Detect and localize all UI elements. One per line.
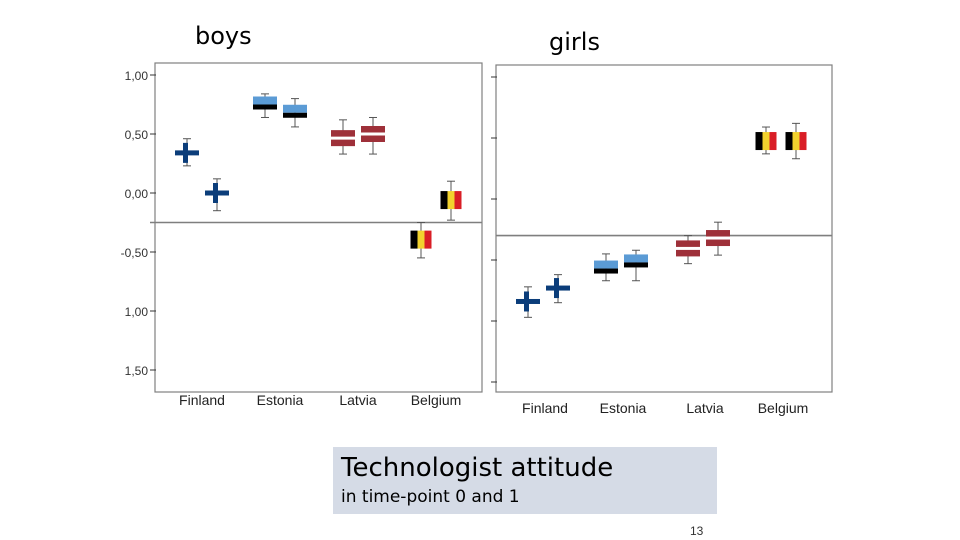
girls-box-estonia-t0-flag-black <box>594 268 618 274</box>
girls-box-estonia-t1-flag-black <box>624 262 648 268</box>
boys-box-belgium-t0-flag-yellow <box>417 230 425 249</box>
boys-box-estonia-t0-flag-black <box>253 104 277 110</box>
girls-x-label-latvia: Latvia <box>686 400 724 416</box>
girls-box-belgium-t0 <box>755 126 777 155</box>
girls-plot-frame <box>495 64 833 393</box>
caption-subtitle: in time-point 0 and 1 <box>341 487 520 507</box>
boys-box-belgium-t0-flag-black <box>410 230 418 249</box>
girls-box-latvia-t1-flag-stripe <box>706 236 730 240</box>
boys-box-belgium-t1-flag-yellow <box>447 191 455 210</box>
page-number: 13 <box>690 524 704 538</box>
boys-box-latvia-t0-flag-stripe <box>331 136 355 140</box>
boys-box-belgium-t1-flag-black <box>440 191 448 210</box>
boys-box-finland-t0-flag-vbar <box>183 142 188 163</box>
girls-box-finland-t0-flag-vbar <box>524 291 529 312</box>
girls-box-estonia-t1 <box>624 249 648 282</box>
boys-box-estonia-t1-flag-blue <box>283 104 307 113</box>
boys-y-tick-label: -0,50 <box>121 246 149 260</box>
boys-x-label-estonia: Estonia <box>257 392 304 408</box>
girls-box-belgium-t1 <box>785 122 807 160</box>
girls-box-latvia-t1 <box>706 221 730 256</box>
girls-box-belgium-t0-flag-red <box>769 132 777 151</box>
boys-box-latvia-t1 <box>361 116 385 155</box>
girls-box-belgium-t0-flag-black <box>755 132 763 151</box>
girls-box-finland-t0 <box>516 286 540 318</box>
girls-x-label-estonia: Estonia <box>600 400 647 416</box>
boys-box-estonia-t0-flag-blue <box>253 96 277 105</box>
boys-box-finland-t1-flag-vbar <box>213 183 218 203</box>
girls-x-label-belgium: Belgium <box>758 400 809 416</box>
girls-box-belgium-t0-flag-yellow <box>762 132 770 151</box>
boys-x-label-finland: Finland <box>179 392 225 408</box>
girls-box-finland-t1-flag-vbar <box>554 278 559 299</box>
boys-box-latvia-t0 <box>331 119 355 155</box>
girls-box-estonia-t1-flag-blue <box>624 254 648 263</box>
girls-box-belgium-t1-flag-black <box>785 132 793 151</box>
boys-box-estonia-t1 <box>283 98 307 128</box>
girls-panel-title: girls <box>549 28 600 56</box>
boys-plot-frame <box>154 62 483 393</box>
boys-box-belgium-t0 <box>410 222 432 259</box>
girls-box-belgium-t1-flag-red <box>799 132 807 151</box>
boys-box-estonia-t0 <box>253 93 277 118</box>
girls-box-finland-t1 <box>546 274 570 304</box>
caption-box: Technologist attitude in time-point 0 an… <box>333 447 717 514</box>
boys-y-tick-label: 0,50 <box>125 128 149 142</box>
girls-box-latvia-t0 <box>676 235 700 265</box>
girls-box-latvia-t0-flag-stripe <box>676 246 700 250</box>
boys-y-tick-label: 1,00 <box>125 305 149 319</box>
caption-title: Technologist attitude <box>341 453 614 483</box>
boys-x-label-latvia: Latvia <box>339 392 377 408</box>
girls-box-estonia-t0-flag-blue <box>594 260 618 269</box>
boys-box-estonia-t1-flag-black <box>283 112 307 118</box>
boys-y-tick-label: 0,00 <box>125 187 149 201</box>
boys-x-label-belgium: Belgium <box>411 392 462 408</box>
boys-box-finland-t1 <box>205 178 229 212</box>
girls-box-belgium-t1-flag-yellow <box>792 132 800 151</box>
boys-y-tick-label: 1,00 <box>125 69 149 83</box>
boys-box-belgium-t1 <box>440 180 462 221</box>
boys-chart: 1,00 0,50 0,00 -0,50 1,00 1,50 Finland Estonia L… <box>121 62 483 408</box>
boys-box-latvia-t1-flag-stripe <box>361 132 385 136</box>
boys-box-belgium-t1-flag-red <box>454 191 462 210</box>
girls-chart: Finland Estonia Latvia Belgium <box>491 64 833 416</box>
boys-panel-title: boys <box>195 22 252 50</box>
girls-x-label-finland: Finland <box>522 400 568 416</box>
girls-box-estonia-t0 <box>594 253 618 282</box>
boys-y-tick-label: 1,50 <box>125 364 149 378</box>
boys-box-belgium-t0-flag-red <box>424 230 432 249</box>
boys-box-finland-t0 <box>175 138 199 167</box>
